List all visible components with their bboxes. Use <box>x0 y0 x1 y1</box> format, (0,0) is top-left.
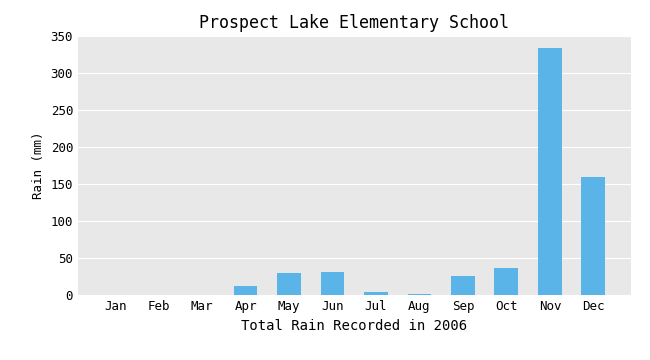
Y-axis label: Rain (mm): Rain (mm) <box>32 132 45 199</box>
Bar <box>495 268 519 295</box>
Bar <box>408 294 432 295</box>
Title: Prospect Lake Elementary School: Prospect Lake Elementary School <box>200 14 509 32</box>
X-axis label: Total Rain Recorded in 2006: Total Rain Recorded in 2006 <box>241 319 467 333</box>
Bar <box>364 292 388 295</box>
Bar <box>277 273 301 295</box>
Bar <box>538 48 562 295</box>
Bar <box>233 286 257 295</box>
Bar <box>582 177 605 295</box>
Bar <box>451 276 475 295</box>
Bar <box>320 271 344 295</box>
